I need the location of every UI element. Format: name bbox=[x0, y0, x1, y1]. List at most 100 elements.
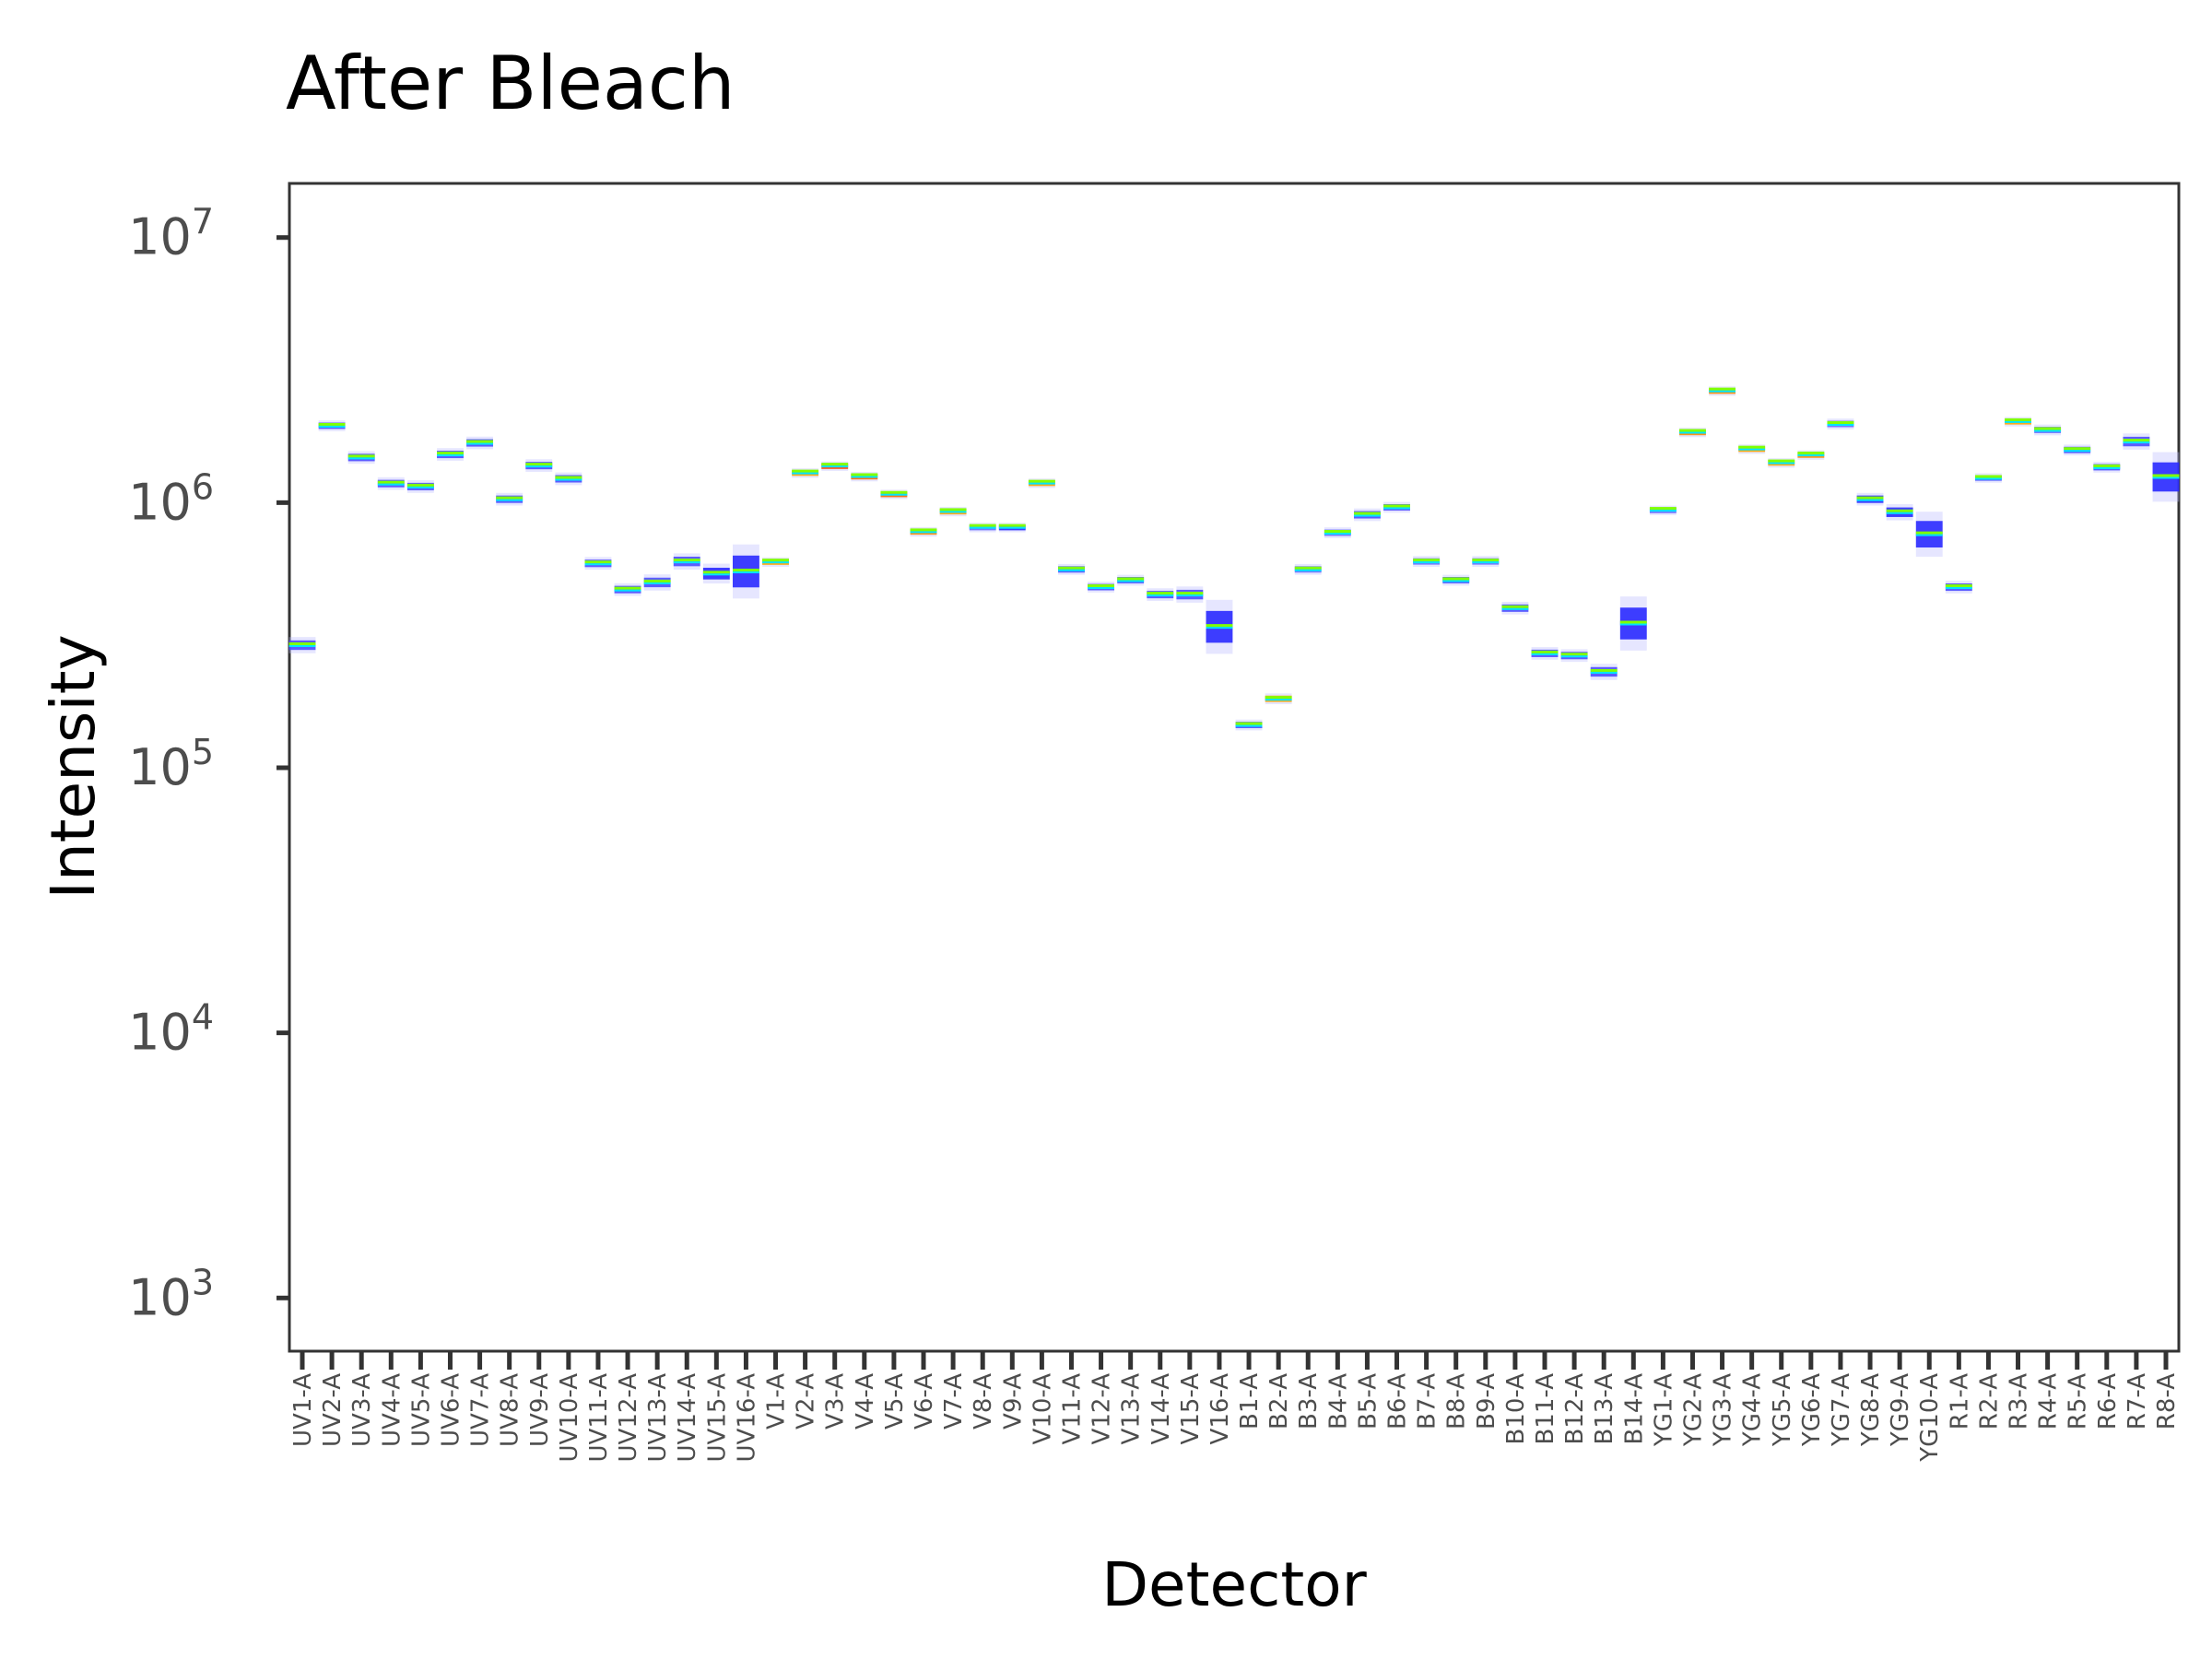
y-tick-exponent: 4 bbox=[192, 997, 214, 1038]
x-tick-label: YG7-A bbox=[1828, 1373, 1855, 1447]
x-tick-label: V13-A bbox=[1118, 1373, 1146, 1445]
x-tick-label: YG9-A bbox=[1887, 1373, 1914, 1447]
band-peak-high bbox=[1797, 452, 1825, 455]
band-peak-high bbox=[1915, 531, 1943, 535]
band-peak-high bbox=[1738, 445, 1766, 449]
band-peak-high bbox=[466, 440, 494, 443]
band-peak-mid bbox=[673, 561, 700, 564]
detector-band bbox=[910, 526, 937, 537]
band-peak-high bbox=[2123, 439, 2150, 442]
band-peak-high bbox=[1531, 650, 1559, 653]
detector-band bbox=[1147, 588, 1174, 601]
detector-band bbox=[702, 563, 730, 584]
x-tick-label: UV10-A bbox=[556, 1373, 583, 1463]
x-tick-label: B7-A bbox=[1414, 1373, 1441, 1430]
band-peak-mid bbox=[1797, 454, 1825, 457]
x-tick-label: V9-A bbox=[999, 1373, 1027, 1430]
detector-band bbox=[1531, 647, 1559, 660]
detector-band bbox=[1709, 386, 1736, 396]
detector-band bbox=[525, 459, 553, 472]
detector-band bbox=[673, 553, 700, 570]
band-peak-mid bbox=[1827, 424, 1854, 427]
band-peak-high bbox=[1117, 577, 1145, 581]
band-peak-high bbox=[2152, 474, 2180, 477]
band-peak-mid bbox=[614, 589, 641, 592]
x-tick-label: UV11-A bbox=[585, 1373, 613, 1463]
band-peak-high bbox=[821, 463, 849, 466]
x-tick-label: V11-A bbox=[1058, 1373, 1086, 1445]
x-tick-label: R7-A bbox=[2124, 1373, 2151, 1430]
band-peak-high bbox=[2034, 427, 2062, 430]
band-peak-mid bbox=[1886, 512, 1913, 514]
band-peak-high bbox=[1147, 592, 1174, 595]
x-tick-label: V14-A bbox=[1147, 1373, 1175, 1445]
band-peak-high bbox=[1294, 566, 1322, 570]
x-tick-label: R8-A bbox=[2153, 1373, 2181, 1430]
detector-band bbox=[1235, 719, 1263, 731]
y-tick-label: 103 bbox=[128, 1262, 214, 1326]
x-tick-label: V1-A bbox=[763, 1373, 791, 1430]
x-tick-label: B3-A bbox=[1295, 1373, 1323, 1430]
y-tick-exponent: 7 bbox=[192, 202, 214, 242]
x-tick-label: UV14-A bbox=[674, 1373, 701, 1463]
band-peak-high bbox=[702, 571, 730, 574]
band-peak-mid bbox=[732, 571, 759, 574]
detector-band bbox=[1442, 574, 1470, 586]
x-tick-label: UV3-A bbox=[348, 1373, 376, 1447]
band-peak-high bbox=[732, 569, 759, 572]
band-peak-mid bbox=[1472, 561, 1500, 564]
band-peak-mid bbox=[998, 526, 1026, 529]
detector-band bbox=[1088, 582, 1115, 593]
band-peak-high bbox=[318, 422, 346, 426]
detector-band bbox=[1117, 574, 1145, 586]
detector-band bbox=[1679, 428, 1706, 438]
band-peak-high bbox=[969, 524, 996, 527]
band-peak-high bbox=[1560, 653, 1588, 656]
band-peak-mid bbox=[1147, 594, 1174, 597]
y-tick-base: 10 bbox=[128, 473, 192, 531]
band-peak-high bbox=[1413, 559, 1441, 562]
band-peak-mid bbox=[762, 561, 789, 564]
band-peak-high bbox=[1353, 512, 1381, 515]
band-peak-high bbox=[2093, 464, 2121, 467]
x-tick-label: V2-A bbox=[793, 1373, 820, 1430]
detector-band bbox=[2005, 417, 2031, 427]
band-peak-mid bbox=[1265, 699, 1292, 701]
band-peak-high bbox=[1709, 387, 1736, 391]
band-peak-high bbox=[910, 528, 937, 532]
detector-band bbox=[318, 420, 346, 431]
band-peak-high bbox=[584, 560, 612, 564]
detector-band bbox=[880, 489, 908, 500]
band-peak-high bbox=[437, 452, 464, 455]
detector-band bbox=[732, 544, 759, 599]
band-peak-high bbox=[762, 559, 789, 562]
band-peak-mid bbox=[2005, 420, 2031, 423]
band-peak-high bbox=[1383, 504, 1410, 508]
band-peak-high bbox=[792, 469, 819, 473]
x-tick-label: UV15-A bbox=[703, 1373, 731, 1463]
x-tick-label: B1-A bbox=[1236, 1373, 1264, 1430]
x-tick-label: B8-A bbox=[1443, 1373, 1471, 1430]
band-peak-high bbox=[1265, 696, 1292, 700]
detector-band bbox=[437, 448, 464, 461]
band-peak-high bbox=[1768, 459, 1795, 463]
x-tick-label: B4-A bbox=[1324, 1373, 1352, 1430]
band-peak-mid bbox=[1176, 594, 1204, 597]
detector-band bbox=[821, 461, 849, 471]
band-peak-high bbox=[1679, 429, 1706, 432]
x-tick-label: V15-A bbox=[1177, 1373, 1205, 1445]
detector-band bbox=[1945, 581, 1972, 594]
chart-title: After Bleach bbox=[286, 41, 735, 126]
band-peak-high bbox=[851, 473, 878, 477]
x-tick-label: B12-A bbox=[1561, 1373, 1589, 1445]
band-peak-high bbox=[1619, 620, 1647, 624]
x-tick-label: R1-A bbox=[1946, 1373, 1973, 1430]
band-peak-mid bbox=[496, 499, 524, 501]
band-peak-mid bbox=[2093, 466, 2121, 469]
detector-band bbox=[1590, 664, 1618, 680]
band-peak-mid bbox=[1974, 477, 2002, 480]
x-tick-label: V5-A bbox=[881, 1373, 909, 1430]
band-peak-high bbox=[1088, 584, 1115, 588]
band-peak-mid bbox=[1915, 534, 1943, 536]
